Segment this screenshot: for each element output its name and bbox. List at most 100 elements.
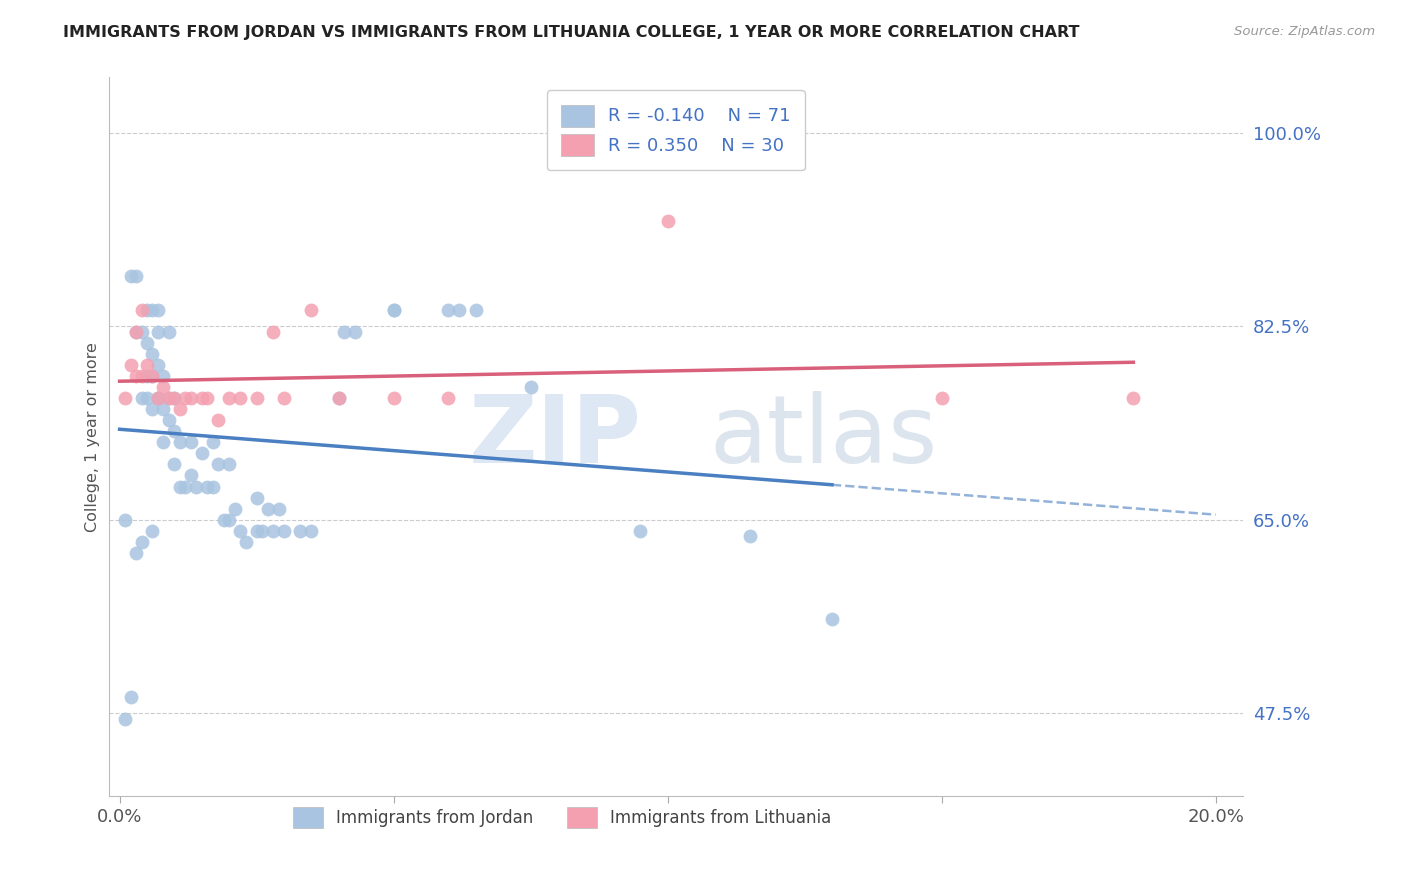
- Point: [245, 524, 267, 538]
- Point: [299, 524, 322, 538]
- Point: [333, 325, 356, 339]
- Point: [235, 534, 257, 549]
- Point: [141, 368, 163, 383]
- Point: [136, 302, 159, 317]
- Point: [146, 391, 169, 405]
- Point: [738, 529, 761, 543]
- Point: [180, 391, 202, 405]
- Point: [186, 479, 208, 493]
- Point: [152, 368, 174, 383]
- Point: [229, 391, 252, 405]
- Point: [224, 501, 246, 516]
- Point: [267, 501, 290, 516]
- Point: [131, 368, 153, 383]
- Point: [169, 435, 191, 450]
- Point: [250, 524, 273, 538]
- Point: [382, 391, 405, 405]
- Point: [157, 391, 180, 405]
- Point: [146, 391, 169, 405]
- Point: [163, 391, 186, 405]
- Point: [191, 391, 214, 405]
- Point: [180, 468, 202, 483]
- Point: [141, 347, 163, 361]
- Point: [328, 391, 350, 405]
- Text: Source: ZipAtlas.com: Source: ZipAtlas.com: [1234, 25, 1375, 38]
- Point: [125, 269, 148, 284]
- Point: [169, 402, 191, 417]
- Point: [125, 325, 148, 339]
- Point: [131, 325, 153, 339]
- Point: [174, 391, 197, 405]
- Point: [152, 435, 174, 450]
- Point: [131, 534, 153, 549]
- Point: [163, 391, 186, 405]
- Point: [163, 424, 186, 438]
- Point: [464, 302, 486, 317]
- Point: [273, 391, 295, 405]
- Point: [114, 712, 136, 726]
- Point: [125, 325, 148, 339]
- Point: [218, 458, 240, 472]
- Point: [328, 391, 350, 405]
- Text: atlas: atlas: [710, 391, 938, 483]
- Point: [141, 302, 163, 317]
- Point: [146, 302, 169, 317]
- Point: [519, 380, 541, 394]
- Point: [180, 435, 202, 450]
- Point: [195, 479, 218, 493]
- Point: [157, 325, 180, 339]
- Point: [131, 391, 153, 405]
- Point: [821, 612, 844, 626]
- Text: ZIP: ZIP: [468, 391, 641, 483]
- Point: [120, 358, 142, 372]
- Point: [229, 524, 252, 538]
- Point: [114, 391, 136, 405]
- Point: [299, 302, 322, 317]
- Point: [382, 302, 405, 317]
- Point: [382, 302, 405, 317]
- Point: [136, 358, 159, 372]
- Point: [437, 302, 460, 317]
- Point: [657, 214, 679, 228]
- Point: [114, 513, 136, 527]
- Point: [146, 325, 169, 339]
- Point: [141, 402, 163, 417]
- Point: [146, 358, 169, 372]
- Point: [437, 391, 460, 405]
- Point: [169, 479, 191, 493]
- Point: [174, 479, 197, 493]
- Point: [131, 302, 153, 317]
- Point: [207, 413, 229, 427]
- Point: [256, 501, 278, 516]
- Point: [191, 446, 214, 460]
- Point: [262, 524, 284, 538]
- Point: [141, 368, 163, 383]
- Point: [218, 513, 240, 527]
- Point: [157, 413, 180, 427]
- Point: [120, 690, 142, 704]
- Point: [141, 524, 163, 538]
- Point: [218, 391, 240, 405]
- Point: [344, 325, 367, 339]
- Point: [120, 269, 142, 284]
- Point: [146, 391, 169, 405]
- Point: [152, 402, 174, 417]
- Point: [157, 391, 180, 405]
- Point: [163, 458, 186, 472]
- Point: [136, 391, 159, 405]
- Point: [195, 391, 218, 405]
- Point: [136, 368, 159, 383]
- Point: [262, 325, 284, 339]
- Point: [449, 302, 471, 317]
- Point: [207, 458, 229, 472]
- Point: [245, 391, 267, 405]
- Point: [201, 435, 224, 450]
- Point: [201, 479, 224, 493]
- Point: [245, 491, 267, 505]
- Point: [152, 380, 174, 394]
- Point: [136, 335, 159, 350]
- Point: [125, 368, 148, 383]
- Point: [628, 524, 651, 538]
- Point: [125, 546, 148, 560]
- Legend: Immigrants from Jordan, Immigrants from Lithuania: Immigrants from Jordan, Immigrants from …: [287, 801, 838, 835]
